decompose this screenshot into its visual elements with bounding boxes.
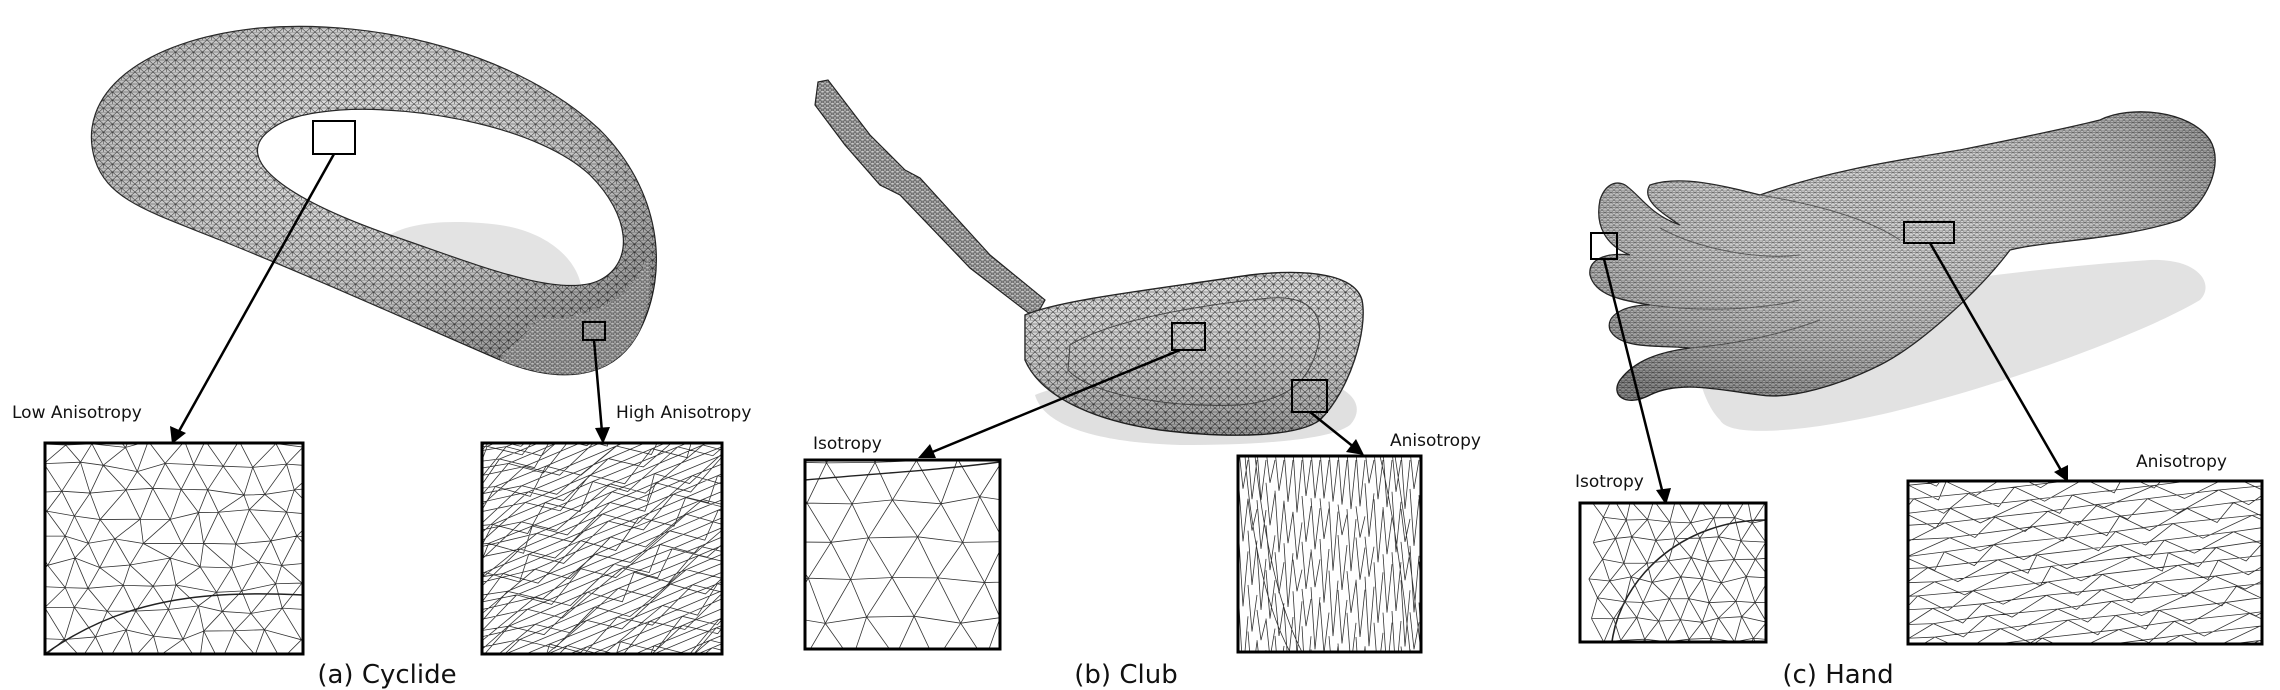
inset-low-anisotropy bbox=[45, 443, 303, 654]
inset-high-anisotropy bbox=[482, 443, 722, 654]
hand-zoom-box-aniso bbox=[1903, 221, 1955, 244]
club-label-isotropy: Isotropy bbox=[813, 434, 882, 454]
cyclide-label-low-anisotropy: Low Anisotropy bbox=[12, 403, 142, 423]
cyclide-label-high-anisotropy: High Anisotropy bbox=[616, 403, 751, 423]
cyclide-zoom-box-low bbox=[312, 120, 356, 155]
inset-hand-anisotropy bbox=[1908, 481, 2262, 644]
cyclide-caption: (a) Cyclide bbox=[317, 660, 456, 690]
club-label-anisotropy: Anisotropy bbox=[1390, 431, 1481, 451]
cyclide-panel: Low Anisotropy High Anisotropy (a) Cycli… bbox=[12, 25, 751, 690]
inset-club-isotropy bbox=[805, 460, 1000, 649]
club-zoom-box-iso bbox=[1171, 322, 1206, 351]
hand-panel: Isotropy Anisotropy (c) Hand bbox=[1575, 111, 2264, 690]
hand-caption: (c) Hand bbox=[1782, 660, 1893, 690]
hand-label-anisotropy: Anisotropy bbox=[2136, 452, 2227, 472]
club-zoom-box-aniso bbox=[1291, 379, 1328, 413]
inset-hand-isotropy bbox=[1580, 503, 1766, 642]
club-caption: (b) Club bbox=[1074, 660, 1177, 690]
club-panel: Isotropy Anisotropy (b) Club bbox=[803, 79, 1481, 690]
hand-label-isotropy: Isotropy bbox=[1575, 472, 1644, 492]
club-shaft bbox=[814, 79, 1046, 319]
inset-club-anisotropy bbox=[1238, 456, 1421, 652]
